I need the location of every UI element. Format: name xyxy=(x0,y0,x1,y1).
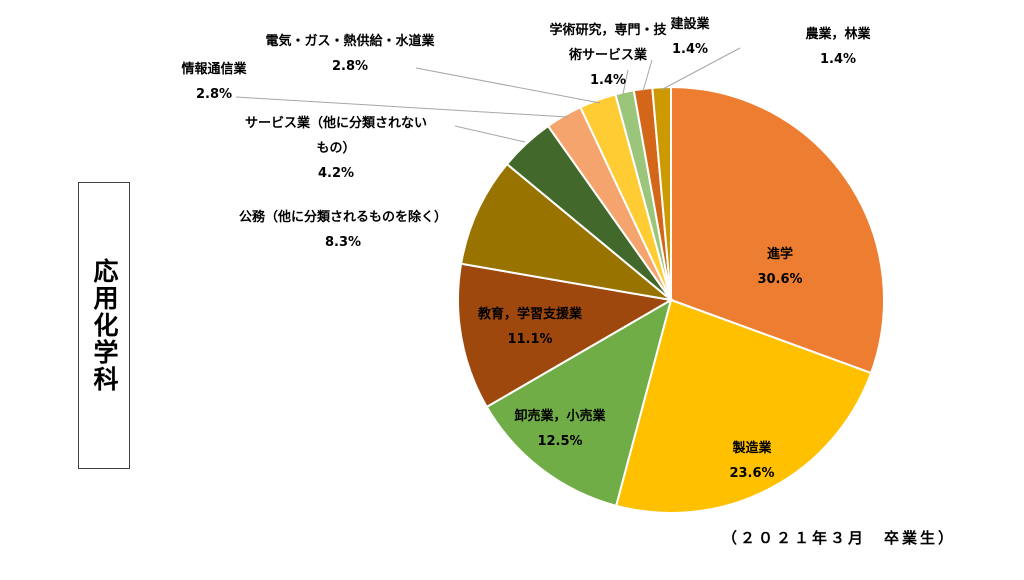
slice-value-10: 1.4% xyxy=(672,42,708,57)
slice-label-6: サービス業（他に分類されない xyxy=(245,115,427,131)
leader-line-7 xyxy=(235,96,569,118)
pie-labels: 進学 30.6% 製造業 23.6% 卸売業，小売業 12.5% 教育，学習支援業 11.1%… xyxy=(181,16,871,481)
slice-label-10: 建設業 xyxy=(670,16,710,32)
slice-value-2: 23.6% xyxy=(729,466,774,481)
slice-value-3: 12.5% xyxy=(537,434,582,449)
slice-value-4: 11.1% xyxy=(507,332,552,347)
slice-label-2: 製造業 xyxy=(731,440,772,456)
pie-slice-4 xyxy=(457,262,674,409)
leader-line-6 xyxy=(454,125,526,143)
department-label-box: 応用化学科 xyxy=(78,182,130,469)
pie-slice-1 xyxy=(670,85,885,375)
slice-label-9: 術サービス業 xyxy=(568,47,648,63)
slice-label-11: 農業，林業 xyxy=(805,26,871,42)
department-label: 応用化学科 xyxy=(90,258,119,393)
pie-slice-2 xyxy=(614,298,873,514)
leader-line-8 xyxy=(415,67,601,104)
slice-label-6: もの） xyxy=(316,140,355,156)
pie-slice-11 xyxy=(651,85,672,301)
leader-line-11 xyxy=(660,47,741,91)
leader-line-10 xyxy=(642,59,653,92)
slice-value-6: 4.2% xyxy=(318,166,354,181)
slice-value-7: 2.8% xyxy=(196,87,232,102)
slice-value-11: 1.4% xyxy=(820,52,856,67)
pie-slices xyxy=(457,85,885,514)
graduation-date-note: （２０２１年３月 卒業生） xyxy=(722,529,957,547)
pie-slice-3 xyxy=(485,297,673,508)
slice-label-5: 公務（他に分類されるものを除く） xyxy=(239,209,447,225)
pie-slice-5 xyxy=(459,162,675,302)
slice-label-3: 卸売業，小売業 xyxy=(514,408,606,424)
slice-label-4: 教育，学習支援業 xyxy=(477,306,583,322)
slice-label-8: 電気・ガス・熱供給・水道業 xyxy=(265,33,435,49)
leader-line-9 xyxy=(622,69,629,95)
slice-value-5: 8.3% xyxy=(325,235,361,250)
slice-value-1: 30.6% xyxy=(757,272,802,287)
slice-label-9: 学術研究，専門・技 xyxy=(549,22,667,38)
slice-label-7: 情報通信業 xyxy=(181,61,247,77)
slice-value-8: 2.8% xyxy=(332,59,368,74)
slice-value-9: 1.4% xyxy=(590,73,626,88)
slice-label-1: 進学 xyxy=(767,246,793,262)
